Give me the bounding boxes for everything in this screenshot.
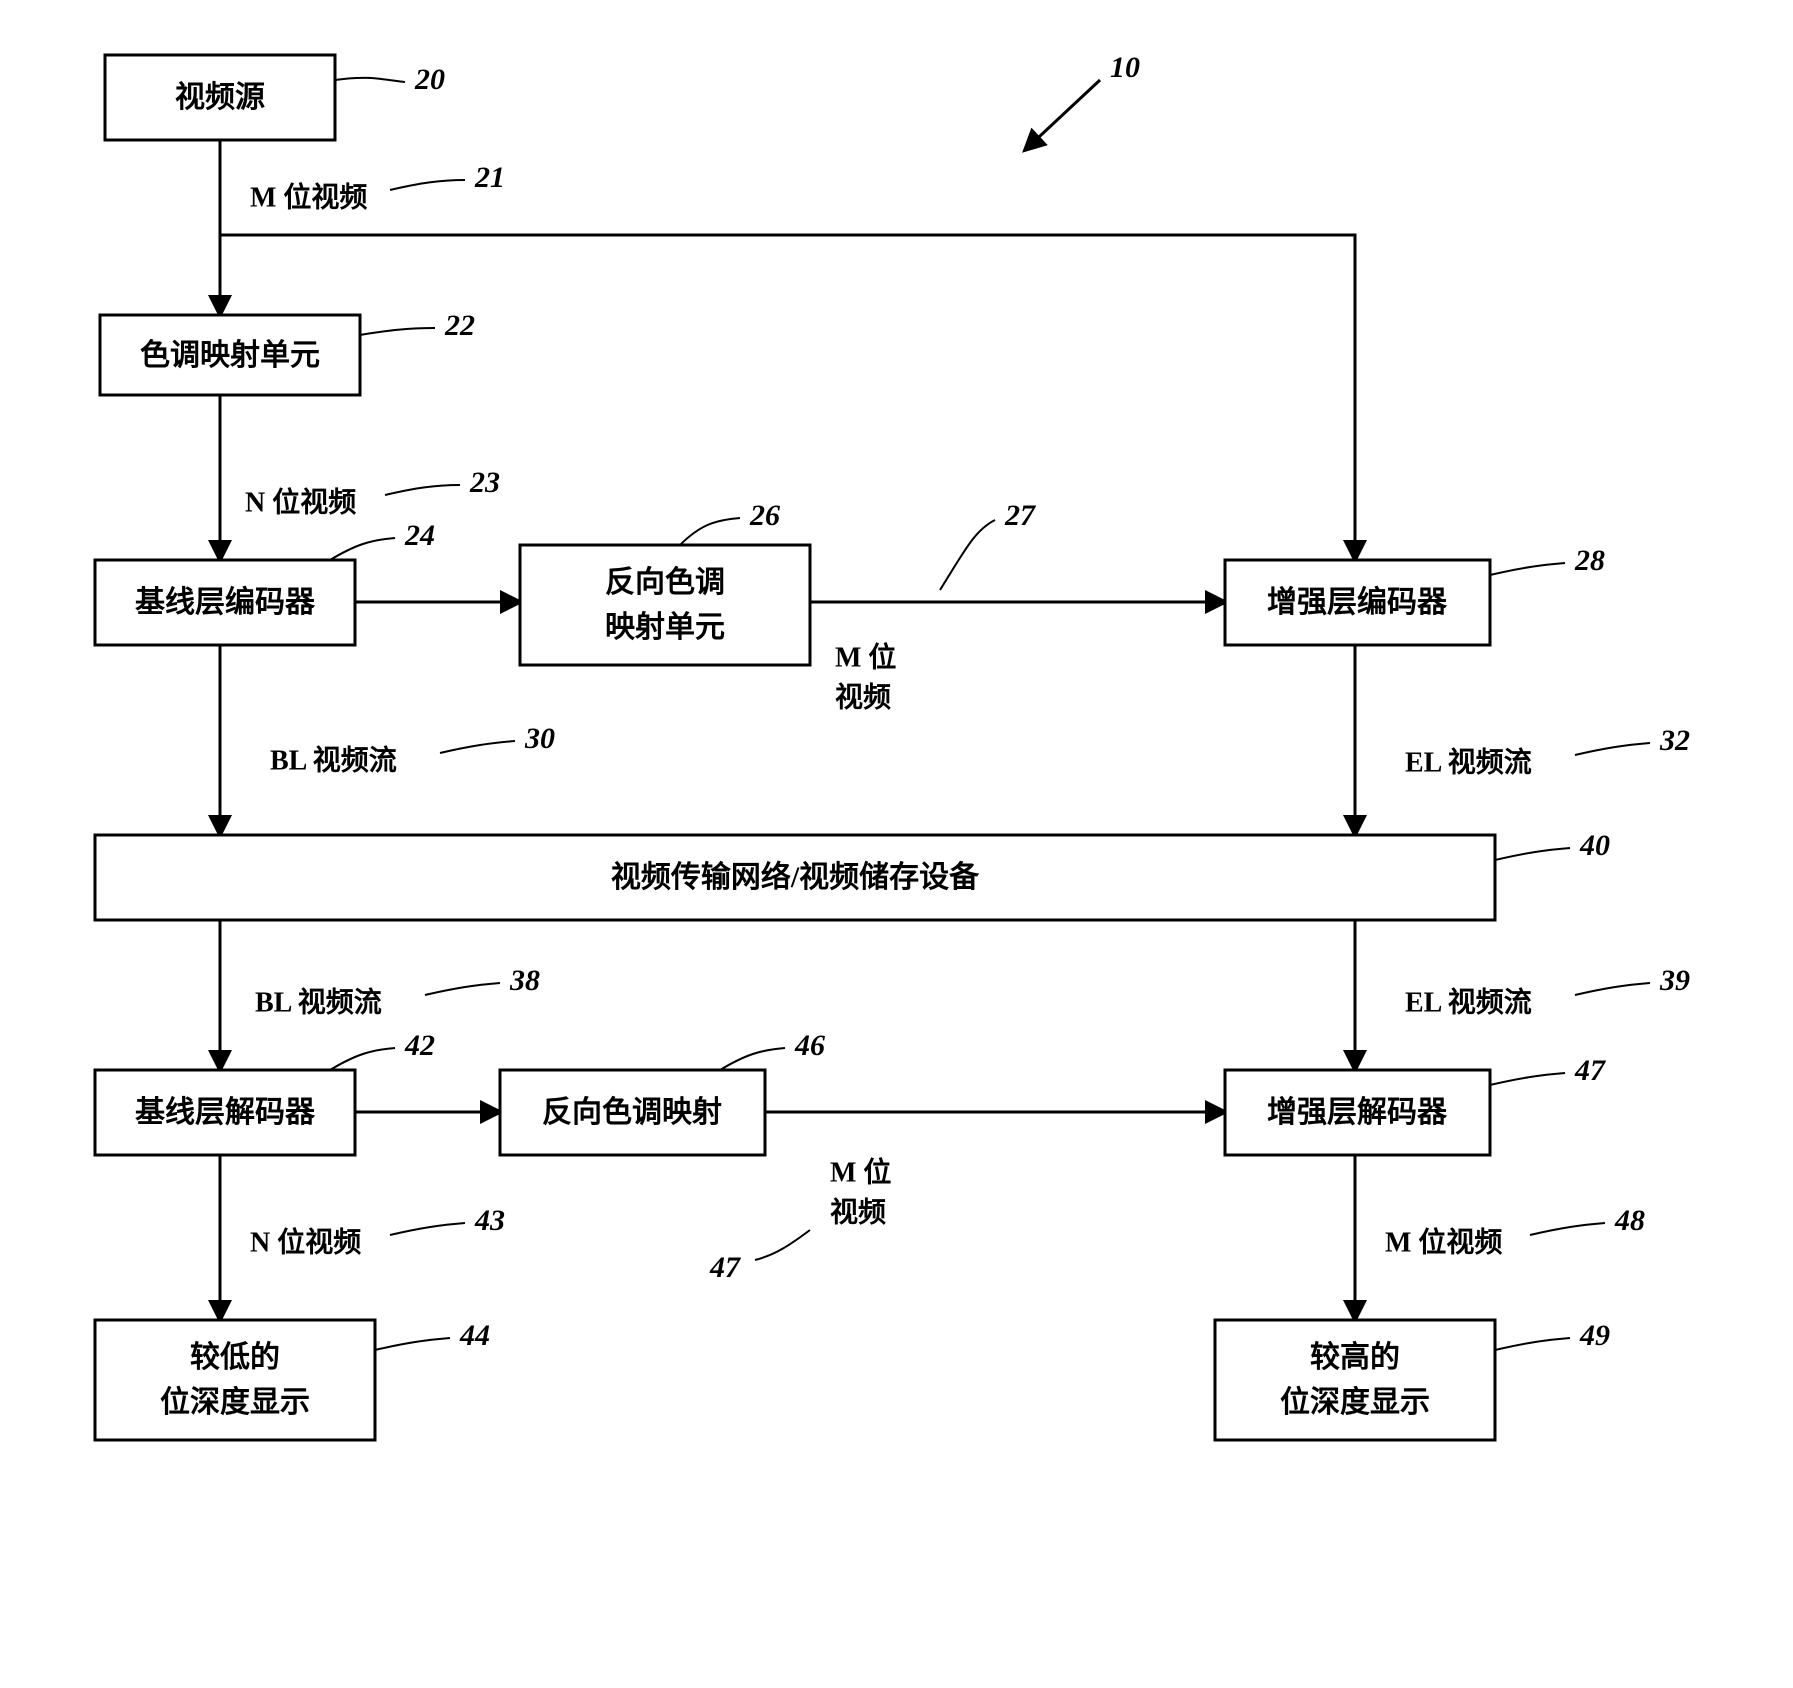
edge-30: BL 视频流 30 xyxy=(220,645,555,835)
svg-text:M 位视频: M 位视频 xyxy=(1385,1225,1502,1258)
svg-text:基线层解码器: 基线层解码器 xyxy=(135,1096,316,1129)
svg-text:M 位: M 位 xyxy=(835,640,896,673)
svg-text:基线层编码器: 基线层编码器 xyxy=(135,585,316,619)
svg-text:较高的: 较高的 xyxy=(1310,1340,1400,1374)
svg-text:40: 40 xyxy=(1579,829,1610,862)
svg-text:20: 20 xyxy=(414,63,445,96)
svg-text:30: 30 xyxy=(524,722,555,755)
svg-text:N 位视频: N 位视频 xyxy=(250,1225,361,1258)
svg-text:N 位视频: N 位视频 xyxy=(245,485,356,518)
svg-text:位深度显示: 位深度显示 xyxy=(160,1385,310,1419)
node-inverse-tone-mapping-unit: 反向色调 映射单元 26 xyxy=(520,499,810,665)
svg-text:21: 21 xyxy=(474,161,505,194)
svg-text:反向色调映射: 反向色调映射 xyxy=(542,1096,722,1129)
node-video-source: 视频源 20 xyxy=(105,55,445,140)
node-enhancement-decoder: 增强层解码器 47 xyxy=(1225,1054,1606,1155)
svg-text:视频: 视频 xyxy=(830,1196,886,1228)
svg-text:42: 42 xyxy=(404,1029,435,1062)
edge-23: N 位视频 23 xyxy=(220,395,500,560)
node-tone-mapping-unit: 色调映射单元 22 xyxy=(100,309,475,395)
svg-text:27: 27 xyxy=(1004,499,1036,532)
svg-text:22: 22 xyxy=(444,309,475,342)
node-baseline-encoder: 基线层编码器 24 xyxy=(95,519,435,645)
svg-text:视频传输网络/视频储存设备: 视频传输网络/视频储存设备 xyxy=(611,860,980,894)
svg-text:46: 46 xyxy=(794,1029,825,1062)
edge-47: M 位 视频 47 xyxy=(709,1112,1225,1284)
diagram-ref-10: 10 xyxy=(1025,51,1140,150)
svg-text:视频源: 视频源 xyxy=(175,81,265,114)
svg-text:26: 26 xyxy=(749,499,780,532)
svg-text:24: 24 xyxy=(404,519,435,552)
svg-text:48: 48 xyxy=(1614,1204,1645,1237)
svg-text:映射单元: 映射单元 xyxy=(605,611,725,644)
node-baseline-decoder: 基线层解码器 42 xyxy=(95,1029,435,1155)
edge-39: EL 视频流 39 xyxy=(1355,920,1690,1070)
svg-text:49: 49 xyxy=(1579,1319,1610,1352)
svg-text:32: 32 xyxy=(1659,724,1690,757)
svg-text:EL 视频流: EL 视频流 xyxy=(1405,746,1532,778)
edge-38: BL 视频流 38 xyxy=(220,920,540,1070)
svg-text:EL 视频流: EL 视频流 xyxy=(1405,986,1532,1018)
svg-text:38: 38 xyxy=(509,964,540,997)
edge-27: M 位 视频 27 xyxy=(810,499,1225,714)
node-enhancement-encoder: 增强层编码器 28 xyxy=(1225,544,1605,645)
svg-text:M 位视频: M 位视频 xyxy=(250,180,367,213)
edge-21: M 位视频 21 xyxy=(220,140,1355,560)
svg-text:10: 10 xyxy=(1110,51,1140,84)
flowchart-diagram: 10 视频源 20 M 位视频 21 色调映射单元 22 N 位视频 23 基线… xyxy=(20,20,1793,1668)
svg-text:BL 视频流: BL 视频流 xyxy=(270,744,397,776)
svg-text:43: 43 xyxy=(474,1204,505,1237)
svg-text:视频: 视频 xyxy=(835,681,891,713)
svg-text:44: 44 xyxy=(459,1319,490,1352)
edge-32: EL 视频流 32 xyxy=(1355,645,1690,835)
svg-text:反向色调: 反向色调 xyxy=(605,566,725,599)
svg-text:较低的: 较低的 xyxy=(190,1340,280,1374)
svg-text:47: 47 xyxy=(709,1251,741,1284)
svg-text:23: 23 xyxy=(469,466,500,499)
edge-48: M 位视频 48 xyxy=(1355,1155,1645,1320)
svg-text:增强层编码器: 增强层编码器 xyxy=(1267,585,1448,619)
svg-text:M 位: M 位 xyxy=(830,1155,891,1188)
edge-43: N 位视频 43 xyxy=(220,1155,505,1320)
node-higher-bitdepth-display: 较高的 位深度显示 49 xyxy=(1215,1319,1610,1440)
svg-text:位深度显示: 位深度显示 xyxy=(1280,1385,1430,1419)
node-lower-bitdepth-display: 较低的 位深度显示 44 xyxy=(95,1319,490,1440)
svg-text:色调映射单元: 色调映射单元 xyxy=(140,339,320,372)
node-network-storage: 视频传输网络/视频储存设备 40 xyxy=(95,829,1610,920)
node-inverse-tone-mapping: 反向色调映射 46 xyxy=(500,1029,825,1155)
svg-text:增强层解码器: 增强层解码器 xyxy=(1267,1096,1448,1129)
svg-text:47: 47 xyxy=(1574,1054,1606,1087)
svg-text:28: 28 xyxy=(1574,544,1605,577)
svg-text:BL 视频流: BL 视频流 xyxy=(255,986,382,1018)
svg-text:39: 39 xyxy=(1659,964,1690,997)
